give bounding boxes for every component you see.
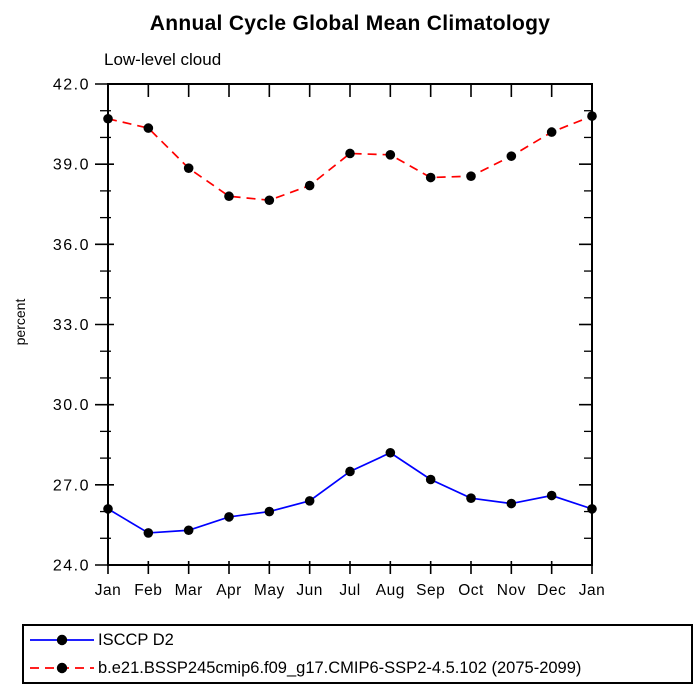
y-tick-label: 42.0: [53, 77, 90, 94]
data-point-marker: [587, 504, 597, 514]
legend-box: ISCCP D2 b.e21.BSSP245cmip6.f09_g17.CMIP…: [22, 624, 693, 684]
data-point-marker: [143, 123, 154, 133]
x-tick-label: Nov: [497, 582, 526, 599]
data-point-marker: [385, 150, 396, 160]
data-point-marker: [304, 180, 315, 191]
data-point-marker: [466, 493, 476, 503]
data-point-marker: [466, 171, 476, 181]
x-tick-label: Apr: [216, 582, 242, 599]
y-tick-label: 36.0: [53, 237, 90, 254]
x-tick-label: Jan: [579, 582, 606, 599]
data-point-marker: [345, 148, 355, 159]
data-point-marker: [506, 498, 517, 509]
x-tick-label: May: [254, 582, 285, 599]
data-point-marker: [143, 528, 154, 538]
x-tick-label: Jan: [95, 582, 122, 599]
x-tick-label: Jun: [296, 582, 323, 599]
data-point-marker: [304, 496, 315, 506]
data-point-marker: [103, 504, 113, 514]
legend-item-isccp: ISCCP D2: [24, 626, 691, 654]
legend-item-model: b.e21.BSSP245cmip6.f09_g17.CMIP6-SSP2-4.…: [24, 654, 691, 682]
x-tick-label: Dec: [537, 582, 566, 599]
data-point-marker: [425, 474, 436, 485]
data-point-marker: [264, 195, 275, 206]
legend-swatch-dashed-line: [30, 662, 94, 674]
x-tick-label: Feb: [134, 582, 162, 599]
data-point-marker: [587, 111, 597, 121]
data-point-marker: [224, 191, 234, 202]
data-point-marker: [425, 172, 436, 183]
legend-label: b.e21.BSSP245cmip6.f09_g17.CMIP6-SSP2-4.…: [98, 658, 582, 677]
y-tick-label: 39.0: [53, 157, 90, 174]
x-tick-label: Jul: [339, 582, 360, 599]
series-line-0: [107, 451, 593, 534]
chart-title: Annual Cycle Global Mean Climatology: [149, 12, 551, 35]
plot-area: Jan Feb Mar Apr May Jun Jul Aug Sep Oct Nov Dec Jan 2…: [53, 77, 606, 600]
x-tick-label: Aug: [376, 582, 405, 599]
y-tick-label: 33.0: [53, 317, 90, 334]
legend-label: ISCCP D2: [98, 630, 174, 649]
x-tick-label: Mar: [175, 582, 203, 599]
data-point-marker: [183, 163, 194, 173]
y-tick-label: 27.0: [53, 477, 90, 494]
data-point-marker: [345, 466, 355, 477]
data-point-marker: [103, 113, 113, 124]
y-tick-label: 24.0: [53, 558, 90, 575]
data-point-marker: [546, 127, 557, 137]
data-point-marker: [224, 512, 234, 522]
data-point-marker: [183, 525, 194, 536]
chart-subtitle: Low-level cloud: [104, 50, 222, 69]
data-point-marker: [385, 447, 396, 458]
x-tick-label: Oct: [458, 582, 484, 599]
y-tick-label: 30.0: [53, 397, 90, 414]
data-point-marker: [546, 490, 557, 501]
data-point-marker: [264, 506, 275, 517]
x-tick-label: Sep: [416, 582, 445, 599]
data-point-marker: [506, 151, 517, 161]
legend-swatch-solid-line: [30, 634, 94, 646]
